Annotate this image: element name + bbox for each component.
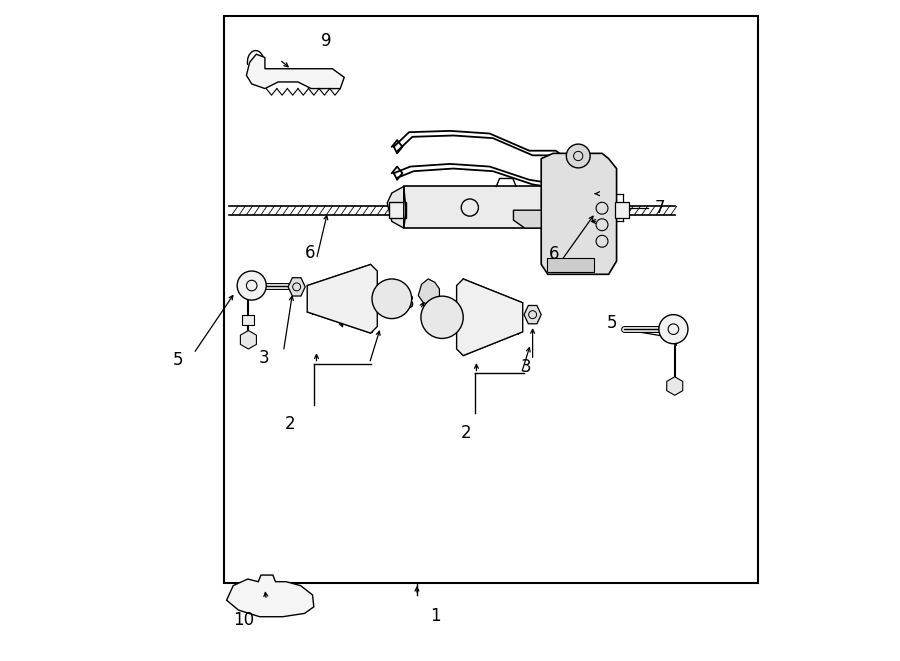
Polygon shape: [418, 279, 439, 307]
Polygon shape: [247, 54, 344, 89]
Circle shape: [659, 315, 688, 344]
Text: 4: 4: [324, 303, 335, 321]
Text: 5: 5: [173, 351, 183, 369]
Text: 8: 8: [404, 293, 414, 312]
Text: 1: 1: [430, 607, 441, 625]
Polygon shape: [227, 575, 314, 617]
Bar: [224, 16, 758, 583]
Polygon shape: [288, 278, 305, 296]
Text: 2: 2: [284, 415, 295, 434]
Polygon shape: [404, 186, 406, 228]
Text: 2: 2: [461, 424, 472, 442]
Text: 9: 9: [321, 32, 331, 50]
Polygon shape: [524, 305, 541, 324]
Circle shape: [566, 144, 590, 168]
Polygon shape: [514, 210, 541, 228]
Bar: [242, 315, 255, 325]
Bar: [389, 202, 406, 218]
Bar: [615, 202, 629, 218]
Bar: [404, 186, 543, 228]
Polygon shape: [667, 377, 683, 395]
Text: 7: 7: [655, 198, 665, 217]
Polygon shape: [541, 153, 616, 274]
Polygon shape: [240, 330, 256, 349]
Text: 10: 10: [233, 611, 255, 629]
Text: 6: 6: [549, 245, 560, 264]
Polygon shape: [456, 279, 523, 356]
Polygon shape: [387, 186, 404, 228]
Polygon shape: [307, 264, 377, 333]
Circle shape: [372, 279, 411, 319]
Text: 5: 5: [607, 313, 617, 332]
Circle shape: [421, 296, 464, 338]
Circle shape: [238, 271, 266, 300]
Text: 6: 6: [304, 243, 315, 262]
Bar: [546, 258, 594, 272]
Text: 3: 3: [521, 358, 531, 376]
Text: 4: 4: [424, 303, 434, 321]
Text: 3: 3: [258, 349, 269, 368]
